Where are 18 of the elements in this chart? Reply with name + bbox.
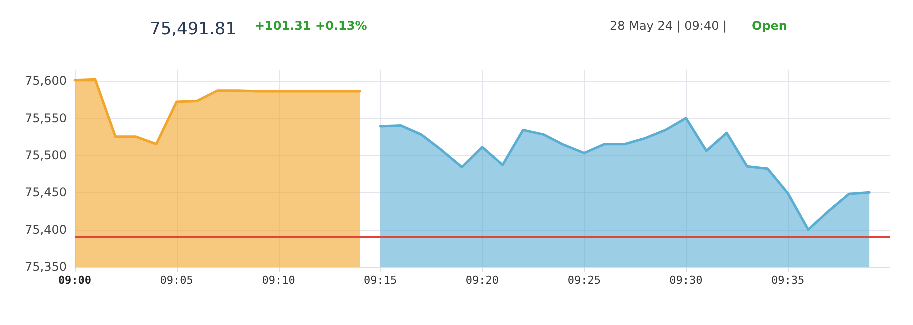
x-tick-label: 09:10 xyxy=(262,274,296,287)
text: Open xyxy=(752,19,788,33)
x-tick-label: 09:15 xyxy=(364,274,398,287)
x-tick-label: 09:35 xyxy=(771,274,805,287)
y-tick-label: 75,600 xyxy=(25,74,67,88)
y-tick-label: 75,350 xyxy=(25,260,67,274)
x-tick-label: 09:25 xyxy=(568,274,601,287)
y-tick-label: 75,450 xyxy=(25,186,67,200)
y-tick-label: 75,500 xyxy=(25,148,67,162)
x-tick-label: 09:30 xyxy=(670,274,703,287)
y-tick-label: 75,400 xyxy=(25,222,67,237)
x-tick-label: 09:20 xyxy=(466,274,499,287)
text: +101.31 +0.13% xyxy=(255,19,368,33)
x-tick-label: 09:00 xyxy=(58,274,92,287)
y-tick-label: 75,550 xyxy=(25,111,67,126)
x-tick-label: 09:05 xyxy=(160,274,194,287)
text: 28 May 24 | 09:40 | xyxy=(610,19,728,33)
chart-title: 75,491.81 xyxy=(150,20,237,40)
